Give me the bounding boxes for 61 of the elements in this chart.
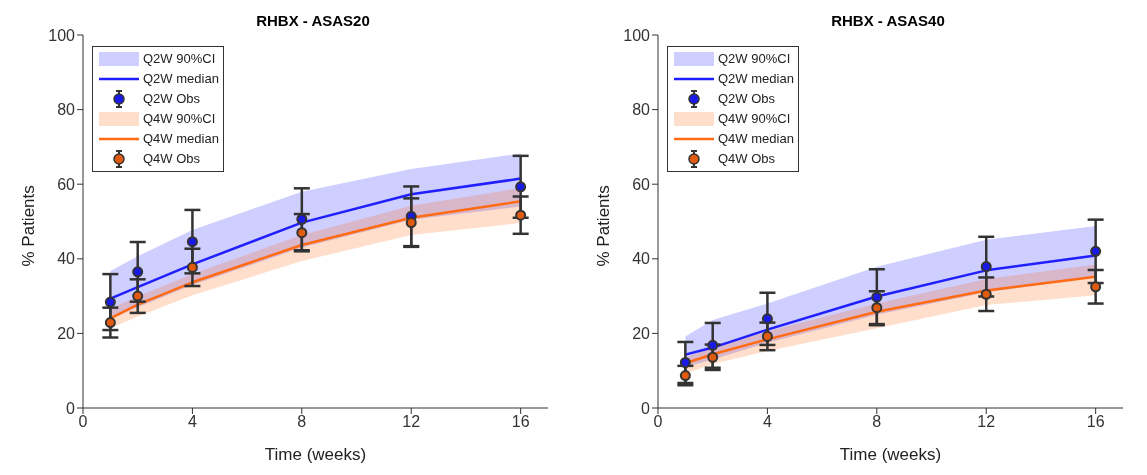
x-tick-label: 12 xyxy=(402,413,421,431)
legend-label: Q4W Obs xyxy=(718,150,776,168)
legend-label: Q2W median xyxy=(718,70,794,88)
point xyxy=(186,236,198,248)
point xyxy=(405,217,417,229)
y-tick-label: 20 xyxy=(57,325,76,343)
annotation: Q2W 90%CI xyxy=(143,50,216,68)
x-tick-label: 0 xyxy=(78,413,88,431)
y-tick-label: 100 xyxy=(623,26,651,44)
y-tick-label: 0 xyxy=(641,399,651,417)
point xyxy=(980,261,992,273)
y-tick-label: 40 xyxy=(632,250,651,268)
y-tick-label: 80 xyxy=(632,101,651,119)
chart-title: RHBX - ASAS20 xyxy=(255,12,371,29)
legend-label: Q2W Obs xyxy=(718,90,776,108)
point xyxy=(104,317,116,329)
y-axis-title: % Patients xyxy=(19,185,39,267)
point xyxy=(871,291,883,303)
y-tick-label: 0 xyxy=(66,399,76,417)
point xyxy=(1090,281,1102,293)
point xyxy=(515,181,527,193)
y-axis-title: % Patients xyxy=(594,185,614,267)
point xyxy=(296,227,308,239)
point xyxy=(132,266,144,278)
y-tick-label: 20 xyxy=(632,325,651,343)
legend-label: Q4W median xyxy=(143,130,219,148)
point xyxy=(980,288,992,300)
y-tick-label: 40 xyxy=(57,250,76,268)
annotation: Q4W 90%CI xyxy=(718,110,791,128)
point xyxy=(707,351,719,363)
annotation: Q4W 90%CI xyxy=(143,110,216,128)
point xyxy=(1090,245,1102,257)
legend-label: Q2W Obs xyxy=(143,90,201,108)
legend-label: Q2W median xyxy=(143,70,219,88)
y-tick-label: 60 xyxy=(632,175,651,193)
point xyxy=(871,302,883,314)
x-tick-label: 8 xyxy=(872,413,882,431)
x-tick-label: 4 xyxy=(187,413,197,431)
x-tick-label: 0 xyxy=(653,413,663,431)
point xyxy=(761,313,773,325)
y-tick-label: 100 xyxy=(48,26,76,44)
annotation: Q2W 90%CI xyxy=(718,50,791,68)
point xyxy=(707,339,719,351)
legend-label: Q4W median xyxy=(718,130,794,148)
x-axis-title: Time (weeks) xyxy=(264,445,367,464)
legend-label: Q4W Obs xyxy=(143,150,201,168)
x-tick-label: 12 xyxy=(977,413,996,431)
y-tick-label: 60 xyxy=(57,175,76,193)
y-tick-label: 80 xyxy=(57,101,76,119)
point xyxy=(515,209,527,221)
x-tick-label: 4 xyxy=(762,413,772,431)
point xyxy=(679,356,691,368)
x-axis-title: Time (weeks) xyxy=(839,445,942,464)
x-tick-label: 16 xyxy=(1086,413,1105,431)
point xyxy=(186,261,198,273)
point xyxy=(132,290,144,302)
chart-title: RHBX - ASAS40 xyxy=(830,12,946,29)
point xyxy=(104,296,116,308)
x-tick-label: 16 xyxy=(511,413,530,431)
point xyxy=(761,330,773,342)
x-tick-label: 8 xyxy=(297,413,307,431)
